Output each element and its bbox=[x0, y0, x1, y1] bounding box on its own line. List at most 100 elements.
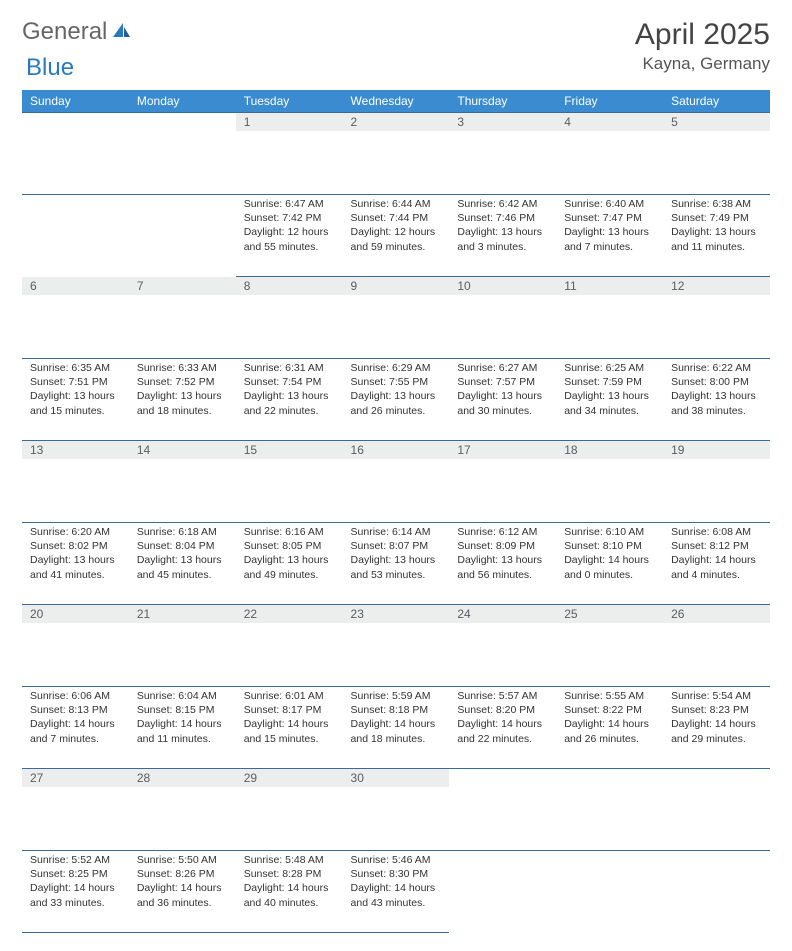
sunrise: Sunrise: 6:27 AM bbox=[457, 361, 548, 375]
calendar-cell: Sunrise: 5:50 AMSunset: 8:26 PMDaylight:… bbox=[129, 851, 236, 933]
calendar-cell: Sunrise: 6:35 AMSunset: 7:51 PMDaylight:… bbox=[22, 359, 129, 441]
calendar-cell: Sunrise: 6:31 AMSunset: 7:54 PMDaylight:… bbox=[236, 359, 343, 441]
day-number: 17 bbox=[449, 441, 556, 459]
day-content: Sunrise: 5:46 AMSunset: 8:30 PMDaylight:… bbox=[343, 851, 450, 916]
day-number: 3 bbox=[449, 113, 556, 131]
calendar-cell: Sunrise: 6:29 AMSunset: 7:55 PMDaylight:… bbox=[343, 359, 450, 441]
daylight: Daylight: 13 hours and 38 minutes. bbox=[671, 389, 762, 417]
sunset: Sunset: 7:44 PM bbox=[351, 211, 442, 225]
sunset: Sunset: 8:05 PM bbox=[244, 539, 335, 553]
day-content: Sunrise: 6:22 AMSunset: 8:00 PMDaylight:… bbox=[663, 359, 770, 424]
day-content: Sunrise: 6:20 AMSunset: 8:02 PMDaylight:… bbox=[22, 523, 129, 588]
calendar-cell: Sunrise: 6:44 AMSunset: 7:44 PMDaylight:… bbox=[343, 195, 450, 277]
daylight: Daylight: 13 hours and 7 minutes. bbox=[564, 225, 655, 253]
calendar-cell: Sunrise: 6:40 AMSunset: 7:47 PMDaylight:… bbox=[556, 195, 663, 277]
day-content: Sunrise: 6:27 AMSunset: 7:57 PMDaylight:… bbox=[449, 359, 556, 424]
daylight: Daylight: 13 hours and 26 minutes. bbox=[351, 389, 442, 417]
sunrise: Sunrise: 6:31 AM bbox=[244, 361, 335, 375]
day-header: Monday bbox=[129, 90, 236, 113]
sunset: Sunset: 7:54 PM bbox=[244, 375, 335, 389]
calendar-cell: Sunrise: 5:52 AMSunset: 8:25 PMDaylight:… bbox=[22, 851, 129, 933]
calendar-cell: Sunrise: 6:25 AMSunset: 7:59 PMDaylight:… bbox=[556, 359, 663, 441]
calendar-cell: Sunrise: 5:57 AMSunset: 8:20 PMDaylight:… bbox=[449, 687, 556, 769]
day-content: Sunrise: 6:33 AMSunset: 7:52 PMDaylight:… bbox=[129, 359, 236, 424]
day-header: Wednesday bbox=[343, 90, 450, 113]
calendar-cell: Sunrise: 6:20 AMSunset: 8:02 PMDaylight:… bbox=[22, 523, 129, 605]
calendar-cell: Sunrise: 6:27 AMSunset: 7:57 PMDaylight:… bbox=[449, 359, 556, 441]
sunset: Sunset: 8:17 PM bbox=[244, 703, 335, 717]
sunrise: Sunrise: 6:47 AM bbox=[244, 197, 335, 211]
daylight: Daylight: 14 hours and 11 minutes. bbox=[137, 717, 228, 745]
day-content: Sunrise: 6:06 AMSunset: 8:13 PMDaylight:… bbox=[22, 687, 129, 752]
sunset: Sunset: 8:18 PM bbox=[351, 703, 442, 717]
calendar-cell: Sunrise: 6:14 AMSunset: 8:07 PMDaylight:… bbox=[343, 523, 450, 605]
sunrise: Sunrise: 5:55 AM bbox=[564, 689, 655, 703]
day-header: Tuesday bbox=[236, 90, 343, 113]
day-header-row: Sunday Monday Tuesday Wednesday Thursday… bbox=[22, 90, 770, 113]
calendar-cell: Sunrise: 6:06 AMSunset: 8:13 PMDaylight:… bbox=[22, 687, 129, 769]
day-number: 6 bbox=[22, 277, 129, 295]
calendar-cell: Sunrise: 5:54 AMSunset: 8:23 PMDaylight:… bbox=[663, 687, 770, 769]
daylight: Daylight: 13 hours and 49 minutes. bbox=[244, 553, 335, 581]
calendar-cell: Sunrise: 5:46 AMSunset: 8:30 PMDaylight:… bbox=[343, 851, 450, 933]
sunset: Sunset: 8:30 PM bbox=[351, 867, 442, 881]
day-number: 8 bbox=[236, 277, 343, 295]
day-number: 11 bbox=[556, 277, 663, 295]
sunrise: Sunrise: 6:16 AM bbox=[244, 525, 335, 539]
daylight: Daylight: 12 hours and 59 minutes. bbox=[351, 225, 442, 253]
day-content: Sunrise: 6:42 AMSunset: 7:46 PMDaylight:… bbox=[449, 195, 556, 260]
sunrise: Sunrise: 6:42 AM bbox=[457, 197, 548, 211]
day-content: Sunrise: 6:16 AMSunset: 8:05 PMDaylight:… bbox=[236, 523, 343, 588]
day-number: 24 bbox=[449, 605, 556, 623]
sunrise: Sunrise: 5:48 AM bbox=[244, 853, 335, 867]
day-content: Sunrise: 5:59 AMSunset: 8:18 PMDaylight:… bbox=[343, 687, 450, 752]
daylight: Daylight: 14 hours and 7 minutes. bbox=[30, 717, 121, 745]
day-content: Sunrise: 6:47 AMSunset: 7:42 PMDaylight:… bbox=[236, 195, 343, 260]
daylight: Daylight: 13 hours and 18 minutes. bbox=[137, 389, 228, 417]
sunset: Sunset: 8:09 PM bbox=[457, 539, 548, 553]
sunset: Sunset: 7:49 PM bbox=[671, 211, 762, 225]
day-number: 25 bbox=[556, 605, 663, 623]
day-number: 23 bbox=[343, 605, 450, 623]
sunrise: Sunrise: 6:35 AM bbox=[30, 361, 121, 375]
sunrise: Sunrise: 5:52 AM bbox=[30, 853, 121, 867]
sunrise: Sunrise: 6:04 AM bbox=[137, 689, 228, 703]
sunrise: Sunrise: 6:18 AM bbox=[137, 525, 228, 539]
day-content: Sunrise: 6:04 AMSunset: 8:15 PMDaylight:… bbox=[129, 687, 236, 752]
calendar-cell: Sunrise: 5:55 AMSunset: 8:22 PMDaylight:… bbox=[556, 687, 663, 769]
title-block: April 2025 Kayna, Germany bbox=[635, 18, 770, 74]
sunset: Sunset: 8:26 PM bbox=[137, 867, 228, 881]
sunset: Sunset: 8:04 PM bbox=[137, 539, 228, 553]
day-content: Sunrise: 6:38 AMSunset: 7:49 PMDaylight:… bbox=[663, 195, 770, 260]
sunset: Sunset: 8:12 PM bbox=[671, 539, 762, 553]
day-number: 30 bbox=[343, 769, 450, 787]
day-number: 16 bbox=[343, 441, 450, 459]
sunrise: Sunrise: 6:10 AM bbox=[564, 525, 655, 539]
calendar-cell: Sunrise: 6:08 AMSunset: 8:12 PMDaylight:… bbox=[663, 523, 770, 605]
day-content: Sunrise: 6:10 AMSunset: 8:10 PMDaylight:… bbox=[556, 523, 663, 588]
calendar-cell bbox=[129, 195, 236, 277]
calendar-cell bbox=[663, 851, 770, 933]
daylight: Daylight: 13 hours and 41 minutes. bbox=[30, 553, 121, 581]
daylight: Daylight: 14 hours and 26 minutes. bbox=[564, 717, 655, 745]
sunset: Sunset: 8:15 PM bbox=[137, 703, 228, 717]
day-number: 15 bbox=[236, 441, 343, 459]
daylight: Daylight: 13 hours and 34 minutes. bbox=[564, 389, 655, 417]
calendar-table: Sunday Monday Tuesday Wednesday Thursday… bbox=[22, 90, 770, 933]
sunset: Sunset: 7:51 PM bbox=[30, 375, 121, 389]
calendar-cell: Sunrise: 6:04 AMSunset: 8:15 PMDaylight:… bbox=[129, 687, 236, 769]
sunrise: Sunrise: 6:40 AM bbox=[564, 197, 655, 211]
day-content: Sunrise: 6:44 AMSunset: 7:44 PMDaylight:… bbox=[343, 195, 450, 260]
day-content: Sunrise: 6:14 AMSunset: 8:07 PMDaylight:… bbox=[343, 523, 450, 588]
day-number: 10 bbox=[449, 277, 556, 295]
sunrise: Sunrise: 6:25 AM bbox=[564, 361, 655, 375]
sunset: Sunset: 8:13 PM bbox=[30, 703, 121, 717]
sunrise: Sunrise: 6:44 AM bbox=[351, 197, 442, 211]
daylight: Daylight: 14 hours and 40 minutes. bbox=[244, 881, 335, 909]
day-content: Sunrise: 6:31 AMSunset: 7:54 PMDaylight:… bbox=[236, 359, 343, 424]
sunrise: Sunrise: 5:46 AM bbox=[351, 853, 442, 867]
day-number: 12 bbox=[663, 277, 770, 295]
sunrise: Sunrise: 6:12 AM bbox=[457, 525, 548, 539]
day-number: 5 bbox=[663, 113, 770, 131]
sunrise: Sunrise: 6:22 AM bbox=[671, 361, 762, 375]
